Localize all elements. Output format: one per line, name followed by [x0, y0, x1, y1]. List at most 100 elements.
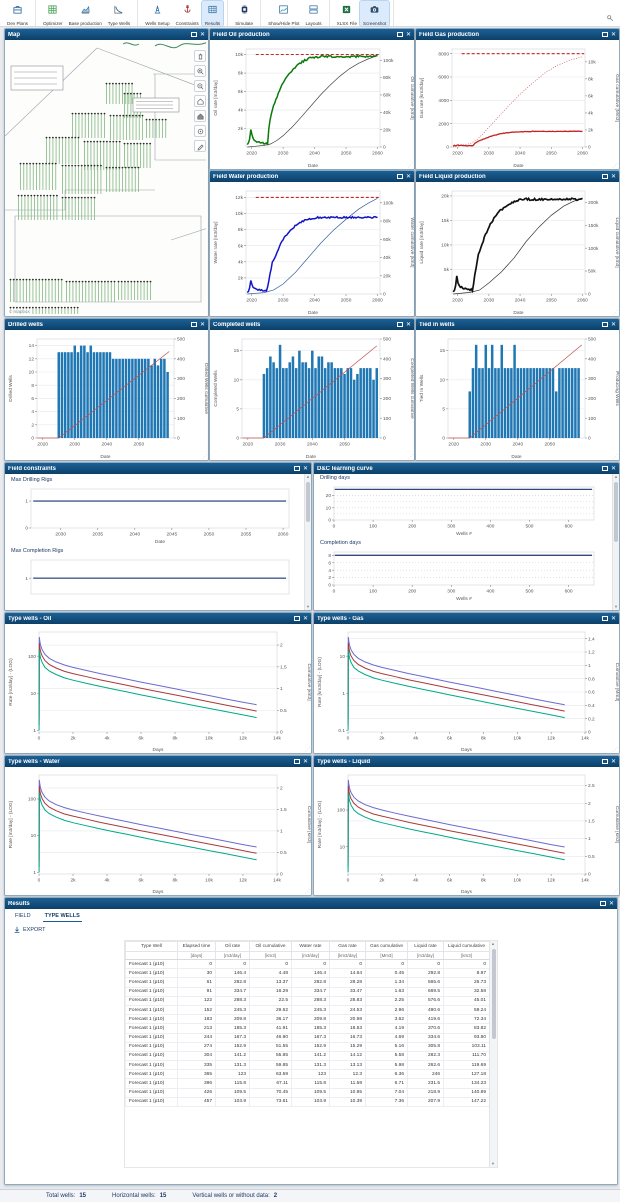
column-header[interactable]: Liquid cumulative — [443, 941, 490, 952]
home-icon[interactable] — [194, 95, 206, 107]
table-row[interactable]: Forecast 1 (p10) 274 152.9 51.55 152.9 15.29 5… — [125, 1041, 490, 1052]
column-header[interactable]: Oil rate — [215, 941, 250, 952]
well-pad[interactable] — [19, 162, 57, 190]
well-pad[interactable] — [9, 278, 63, 302]
maximize-icon[interactable] — [190, 321, 197, 328]
table-row[interactable]: Forecast 1 (p10) 213 185.3 41.91 185.3 18.53 4… — [125, 1023, 490, 1034]
map-canvas[interactable]: © mapbox — [5, 40, 208, 316]
panel-titlebar[interactable]: Field Oil production — [210, 29, 414, 40]
export-button[interactable]: EXPORT — [5, 922, 617, 934]
target-icon[interactable] — [194, 125, 206, 137]
maximize-icon[interactable] — [293, 465, 300, 472]
well-pad[interactable] — [105, 166, 140, 192]
column-header[interactable]: Oil cumulative — [249, 941, 292, 952]
well-pad[interactable] — [123, 142, 152, 168]
well-pad[interactable] — [17, 194, 58, 220]
zoom-in-icon[interactable] — [194, 65, 206, 77]
close-icon[interactable] — [611, 759, 616, 765]
resize-handle[interactable]: ⋰ — [408, 310, 413, 316]
panel-titlebar[interactable]: Type wells - Gas — [314, 613, 619, 624]
type-wells-button[interactable]: Type Wells — [105, 1, 133, 26]
results-button[interactable]: Results — [200, 0, 225, 27]
well-pad[interactable] — [109, 114, 144, 140]
well-pad[interactable] — [71, 112, 106, 138]
close-icon[interactable] — [406, 322, 411, 328]
panel-titlebar[interactable]: Type wells - Liquid — [314, 756, 619, 767]
close-icon[interactable] — [303, 466, 308, 472]
resize-handle[interactable]: ⋰ — [202, 454, 207, 460]
show-hide-plot-button[interactable]: Show/Hide Plot — [265, 1, 302, 26]
scroll-down-arrow[interactable]: ▼ — [306, 604, 310, 609]
layouts-button[interactable]: Layouts — [302, 1, 324, 26]
table-row[interactable]: Forecast 1 (p10) 183 209.8 36.17 209.8 20.98 3… — [125, 1014, 490, 1025]
column-header[interactable]: Elapsed time — [177, 941, 216, 952]
vertical-scrollbar[interactable]: ▲ ▼ — [612, 474, 619, 610]
resize-handle[interactable]: ⋰ — [613, 454, 618, 460]
resize-handle[interactable]: ⋰ — [408, 454, 413, 460]
wells-setup-button[interactable]: Wells Setup — [142, 1, 172, 26]
maximize-icon[interactable] — [599, 900, 606, 907]
panel-titlebar[interactable]: Results — [5, 898, 617, 909]
vertical-scrollbar[interactable]: ▲ ▼ — [304, 474, 311, 610]
table-row[interactable]: Forecast 1 (p10) 396 115.8 67.11 115.8 11.58 6… — [125, 1078, 490, 1089]
resize-handle[interactable]: ⋰ — [613, 310, 618, 316]
scroll-down-arrow[interactable]: ▼ — [491, 1161, 495, 1166]
screenshot-button[interactable]: Screenshot — [359, 0, 391, 27]
table-row[interactable]: Forecast 1 (p10) 30 146.4 4.48 146.4 14.64 0.4… — [125, 968, 490, 979]
resize-handle[interactable]: ⋰ — [613, 747, 618, 753]
panel-titlebar[interactable]: Type wells - Water — [5, 756, 311, 767]
xlsx-file-button[interactable]: XLSX File — [334, 1, 360, 26]
column-header[interactable]: Gas cumulative — [365, 941, 408, 952]
panel-titlebar[interactable]: Field constraints — [5, 463, 311, 474]
maximize-icon[interactable] — [601, 758, 608, 765]
maximize-icon[interactable] — [601, 615, 608, 622]
close-icon[interactable] — [200, 322, 205, 328]
maximize-icon[interactable] — [396, 173, 403, 180]
close-icon[interactable] — [611, 466, 616, 472]
column-header[interactable]: Gas rate — [329, 941, 366, 952]
maximize-icon[interactable] — [396, 321, 403, 328]
table-row[interactable]: Forecast 1 (p10) 244 167.3 46.90 167.3 16.73 4… — [125, 1032, 490, 1043]
close-icon[interactable] — [303, 616, 308, 622]
close-icon[interactable] — [611, 174, 616, 180]
dev-plans-button[interactable]: Dev Plans — [4, 1, 31, 26]
base-production-button[interactable]: Base production — [66, 1, 105, 26]
home-filled-icon[interactable] — [194, 110, 206, 122]
column-header[interactable]: Type Well — [125, 941, 178, 952]
well-pad[interactable] — [117, 280, 152, 300]
table-row[interactable]: Forecast 1 (p10) 152 245.3 29.62 245.3 24.53 2… — [125, 1004, 490, 1016]
panel-titlebar[interactable]: Field Liquid production — [416, 171, 619, 182]
tab-type-wells[interactable]: TYPE WELLS — [42, 912, 82, 922]
pin-icon[interactable] — [606, 14, 614, 22]
table-scrollbar[interactable]: ▲ ▼ — [489, 941, 497, 1167]
scroll-up-arrow[interactable]: ▲ — [614, 474, 618, 479]
well-pad[interactable] — [123, 92, 142, 118]
maximize-icon[interactable] — [601, 465, 608, 472]
column-header[interactable]: Liquid rate — [407, 941, 444, 952]
table-row[interactable]: Forecast 1 (p10) 0 0 0 0 0 0 0 0 — [125, 958, 490, 970]
panel-titlebar[interactable]: Drilled wells — [5, 319, 208, 330]
table-row[interactable]: Forecast 1 (p10) 61 282.8 13.37 282.8 28.28 1.… — [125, 977, 490, 988]
panel-titlebar[interactable]: D&C learning curve — [314, 463, 619, 474]
maximize-icon[interactable] — [293, 615, 300, 622]
eraser-icon[interactable] — [194, 50, 206, 62]
tab-field[interactable]: FIELD — [15, 913, 31, 919]
close-icon[interactable] — [611, 32, 616, 38]
column-header[interactable]: Water rate — [291, 941, 330, 952]
resize-handle[interactable]: ⋰ — [305, 747, 310, 753]
maximize-icon[interactable] — [601, 321, 608, 328]
close-icon[interactable] — [611, 616, 616, 622]
zoom-out-icon[interactable] — [194, 80, 206, 92]
panel-titlebar[interactable]: Field Gas production — [416, 29, 619, 40]
resize-handle[interactable]: ⋰ — [305, 889, 310, 895]
optimizer-button[interactable]: Optimizer — [40, 1, 66, 26]
resize-handle[interactable]: ⋰ — [613, 163, 618, 169]
table-row[interactable]: Forecast 1 (p10) 426 109.5 70.45 109.5 10.95 7… — [125, 1087, 490, 1098]
table-row[interactable]: Forecast 1 (p10) 457 103.9 73.61 103.9 10.39 7… — [125, 1096, 490, 1108]
panel-titlebar[interactable]: Field Water production — [210, 171, 414, 182]
maximize-icon[interactable] — [396, 31, 403, 38]
table-row[interactable]: Forecast 1 (p10) 304 141.2 55.85 141.2 14.12 5… — [125, 1050, 490, 1062]
well-pad[interactable] — [65, 280, 116, 302]
scroll-up-arrow[interactable]: ▲ — [491, 941, 495, 946]
close-icon[interactable] — [406, 32, 411, 38]
